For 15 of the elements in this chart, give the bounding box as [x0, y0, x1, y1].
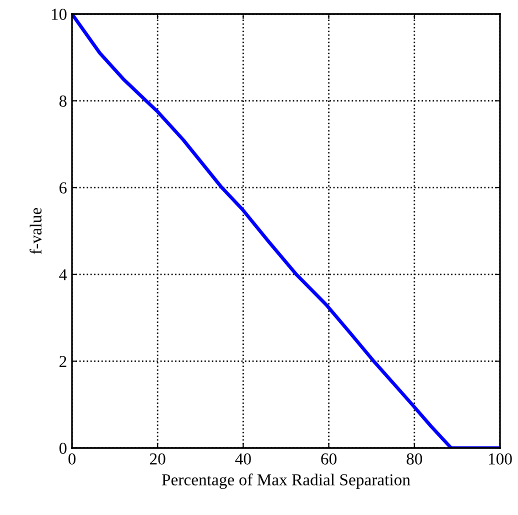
- x-axis-title: Percentage of Max Radial Separation: [162, 474, 410, 489]
- y-tick-label: 10: [52, 8, 67, 20]
- y-tick-label: 0: [59, 442, 67, 454]
- y-tick-label: 6: [60, 182, 67, 194]
- x-tick-label: 20: [150, 453, 166, 465]
- line-series: [72, 14, 500, 448]
- x-tick-label: 40: [235, 453, 251, 465]
- x-tick-label: 100: [488, 453, 512, 465]
- x-tick-label: 60: [321, 453, 336, 465]
- y-tick-label: 2: [60, 356, 66, 367]
- y-tick-label: 4: [59, 269, 67, 280]
- y-axis-title: f-value: [30, 208, 42, 254]
- x-tick-label: 0: [68, 453, 76, 465]
- y-tick-label: 8: [59, 96, 67, 107]
- x-tick-label: 80: [406, 453, 422, 465]
